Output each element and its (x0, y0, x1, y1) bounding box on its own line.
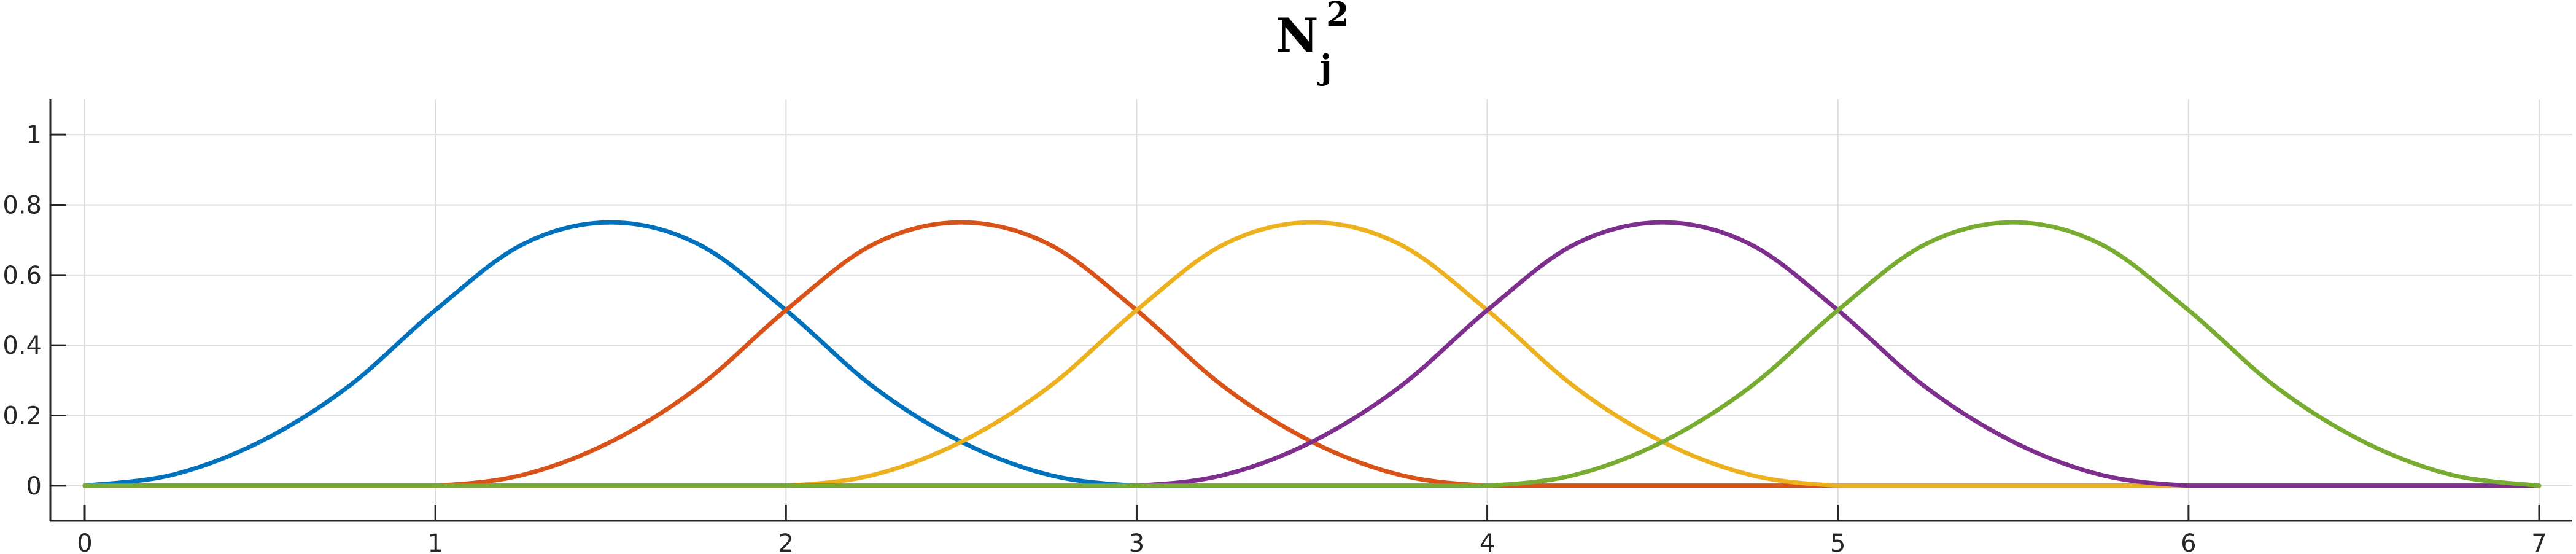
tick-labels: 0 1 2 3 4 5 6 7 0 0.2 0.4 0.6 0.8 1 (2, 121, 2547, 554)
y-tick-label: 0 (26, 472, 42, 501)
series-line-5 (82, 220, 2542, 488)
x-tick-label: 2 (778, 529, 794, 554)
y-tick-label: 0.6 (2, 262, 42, 290)
chart-title-subscript: j (1317, 47, 1332, 87)
grid (50, 99, 2572, 521)
y-tick-label: 0.8 (2, 192, 42, 220)
chart-title-base: N (1276, 8, 1318, 63)
series-line-3 (82, 220, 2542, 488)
series-line-2 (82, 220, 2542, 488)
series-line-1 (82, 220, 2542, 488)
x-tick-label: 3 (1129, 529, 1144, 554)
series-line-4 (82, 220, 2542, 488)
x-tick-label: 1 (427, 529, 443, 554)
y-tick-label: 1 (26, 121, 42, 149)
x-tick-label: 4 (1480, 529, 1495, 554)
series-lines (82, 220, 2542, 488)
y-tick-label: 0.2 (2, 402, 42, 431)
x-tick-label: 7 (2531, 529, 2547, 554)
x-tick-label: 0 (77, 529, 92, 554)
x-tick-label: 6 (2181, 529, 2196, 554)
chart-title-superscript: 2 (1326, 0, 1349, 34)
y-tick-label: 0.4 (2, 332, 42, 360)
x-tick-label: 5 (1830, 529, 1845, 554)
axes (49, 99, 2572, 522)
